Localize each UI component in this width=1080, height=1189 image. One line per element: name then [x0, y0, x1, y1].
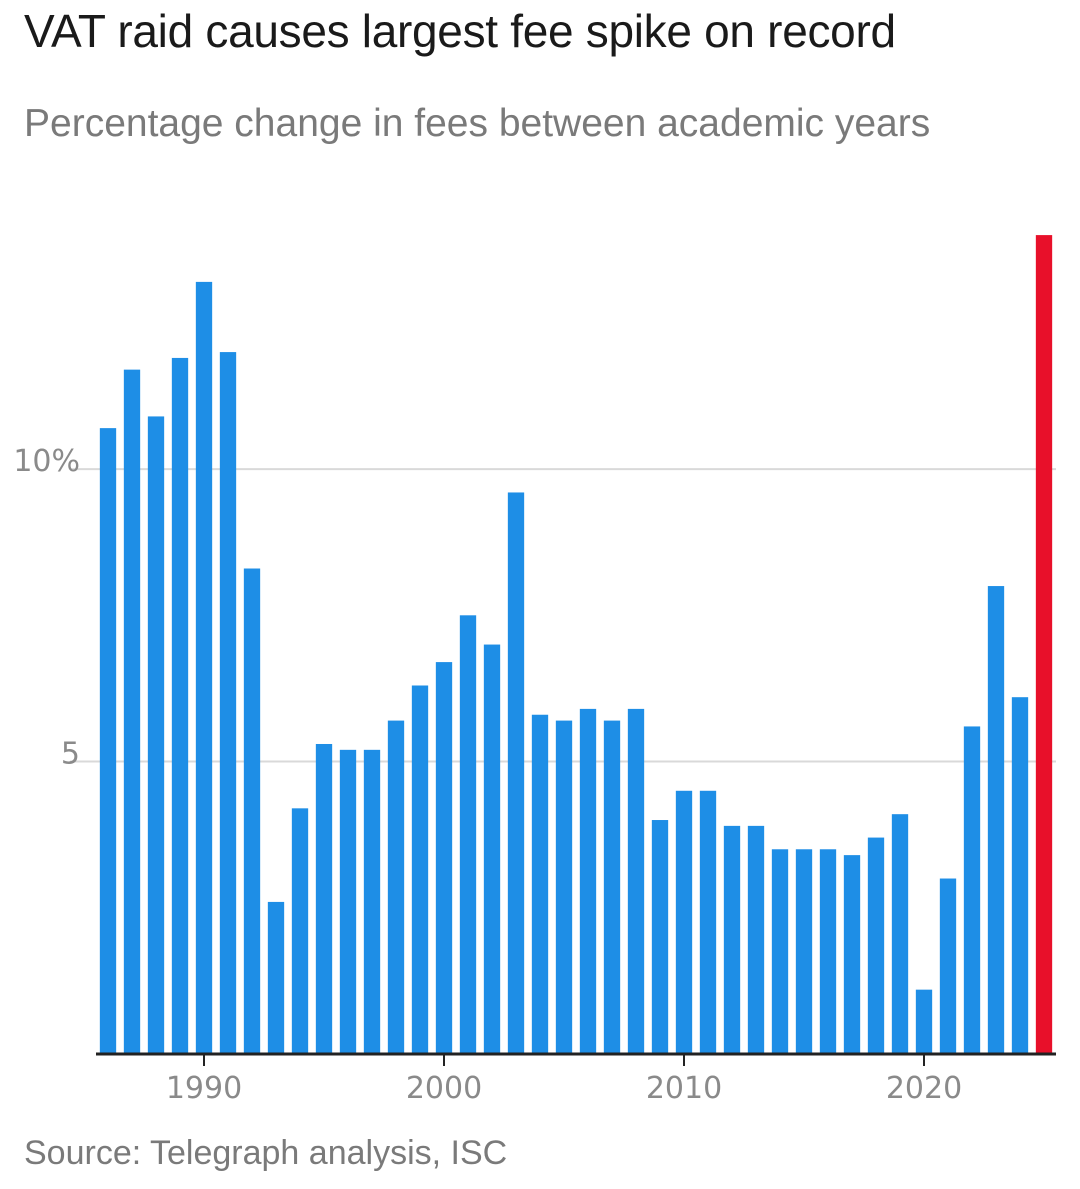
- bar-2025: [1035, 235, 1053, 1054]
- bar-2003: [507, 492, 525, 1054]
- bar-1989: [171, 357, 189, 1054]
- x-tick-label-2000: 2000: [406, 1071, 482, 1106]
- bar-1987: [123, 369, 141, 1054]
- bar-1996: [339, 749, 357, 1054]
- bar-2000: [435, 662, 453, 1054]
- bar-2020: [915, 989, 933, 1054]
- bar-2024: [1011, 697, 1029, 1054]
- x-axis-ticks: 1990 2000 2010 2020: [166, 1054, 962, 1106]
- bar-2009: [651, 820, 669, 1054]
- bar-2007: [603, 720, 621, 1054]
- y-axis-ticks: 5 10%: [13, 444, 80, 771]
- chart-subtitle: Percentage change in fees between academ…: [24, 102, 931, 145]
- bar-2023: [987, 586, 1005, 1054]
- x-tick-label-2020: 2020: [886, 1071, 962, 1106]
- bar-2010: [675, 790, 693, 1054]
- bar-2019: [891, 814, 909, 1054]
- source-note: Source: Telegraph analysis, ISC: [24, 1134, 508, 1172]
- bar-1999: [411, 685, 429, 1054]
- bar-2004: [531, 714, 549, 1054]
- bar-2006: [579, 708, 597, 1054]
- gridlines: [70, 468, 1056, 763]
- bar-2008: [627, 708, 645, 1054]
- bar-1991: [219, 352, 237, 1055]
- bar-1990: [195, 281, 213, 1055]
- bar-1993: [267, 901, 285, 1054]
- bar-2017: [843, 855, 861, 1054]
- bar-2021: [939, 878, 957, 1054]
- bar-1995: [315, 743, 333, 1054]
- y-tick-label-5: 5: [61, 737, 80, 772]
- bar-2022: [963, 726, 981, 1054]
- bar-2001: [459, 615, 477, 1054]
- bar-1997: [363, 749, 381, 1054]
- bars: [99, 235, 1053, 1055]
- bar-2013: [747, 825, 765, 1054]
- bar-1994: [291, 808, 309, 1054]
- chart-title: VAT raid causes largest fee spike on rec…: [24, 5, 896, 57]
- y-tick-label-10: 10%: [13, 444, 80, 479]
- bar-2016: [819, 849, 837, 1054]
- bar-2018: [867, 837, 885, 1054]
- bar-2011: [699, 790, 717, 1054]
- x-tick-label-1990: 1990: [166, 1071, 242, 1106]
- bar-1992: [243, 568, 261, 1054]
- bar-2012: [723, 825, 741, 1054]
- bar-2005: [555, 720, 573, 1054]
- bar-1988: [147, 416, 165, 1054]
- bar-1986: [99, 428, 117, 1054]
- bar-1998: [387, 720, 405, 1054]
- x-tick-label-2010: 2010: [646, 1071, 722, 1106]
- bar-2002: [483, 644, 501, 1054]
- bar-2014: [771, 849, 789, 1054]
- bar-2015: [795, 849, 813, 1054]
